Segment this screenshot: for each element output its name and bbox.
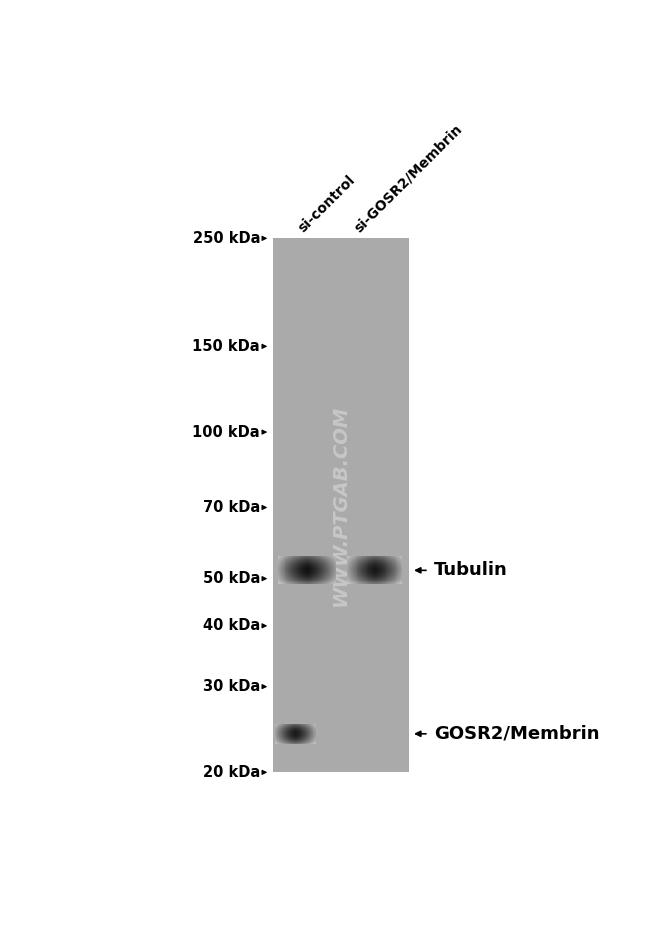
Text: 100 kDa: 100 kDa [192, 425, 260, 440]
Text: 30 kDa: 30 kDa [203, 679, 260, 694]
Text: 20 kDa: 20 kDa [203, 765, 260, 780]
Text: 70 kDa: 70 kDa [203, 500, 260, 515]
Text: 150 kDa: 150 kDa [192, 339, 260, 353]
Text: 40 kDa: 40 kDa [203, 618, 260, 634]
Text: Tubulin: Tubulin [434, 561, 508, 580]
Text: si-control: si-control [296, 172, 358, 235]
Text: 250 kDa: 250 kDa [192, 231, 260, 246]
Text: 50 kDa: 50 kDa [203, 571, 260, 586]
Text: GOSR2/Membrin: GOSR2/Membrin [434, 725, 599, 743]
Text: si-GOSR2/Membrin: si-GOSR2/Membrin [351, 122, 464, 235]
Text: WWW.PTGAB.COM: WWW.PTGAB.COM [332, 405, 350, 606]
Bar [273, 238, 409, 772]
